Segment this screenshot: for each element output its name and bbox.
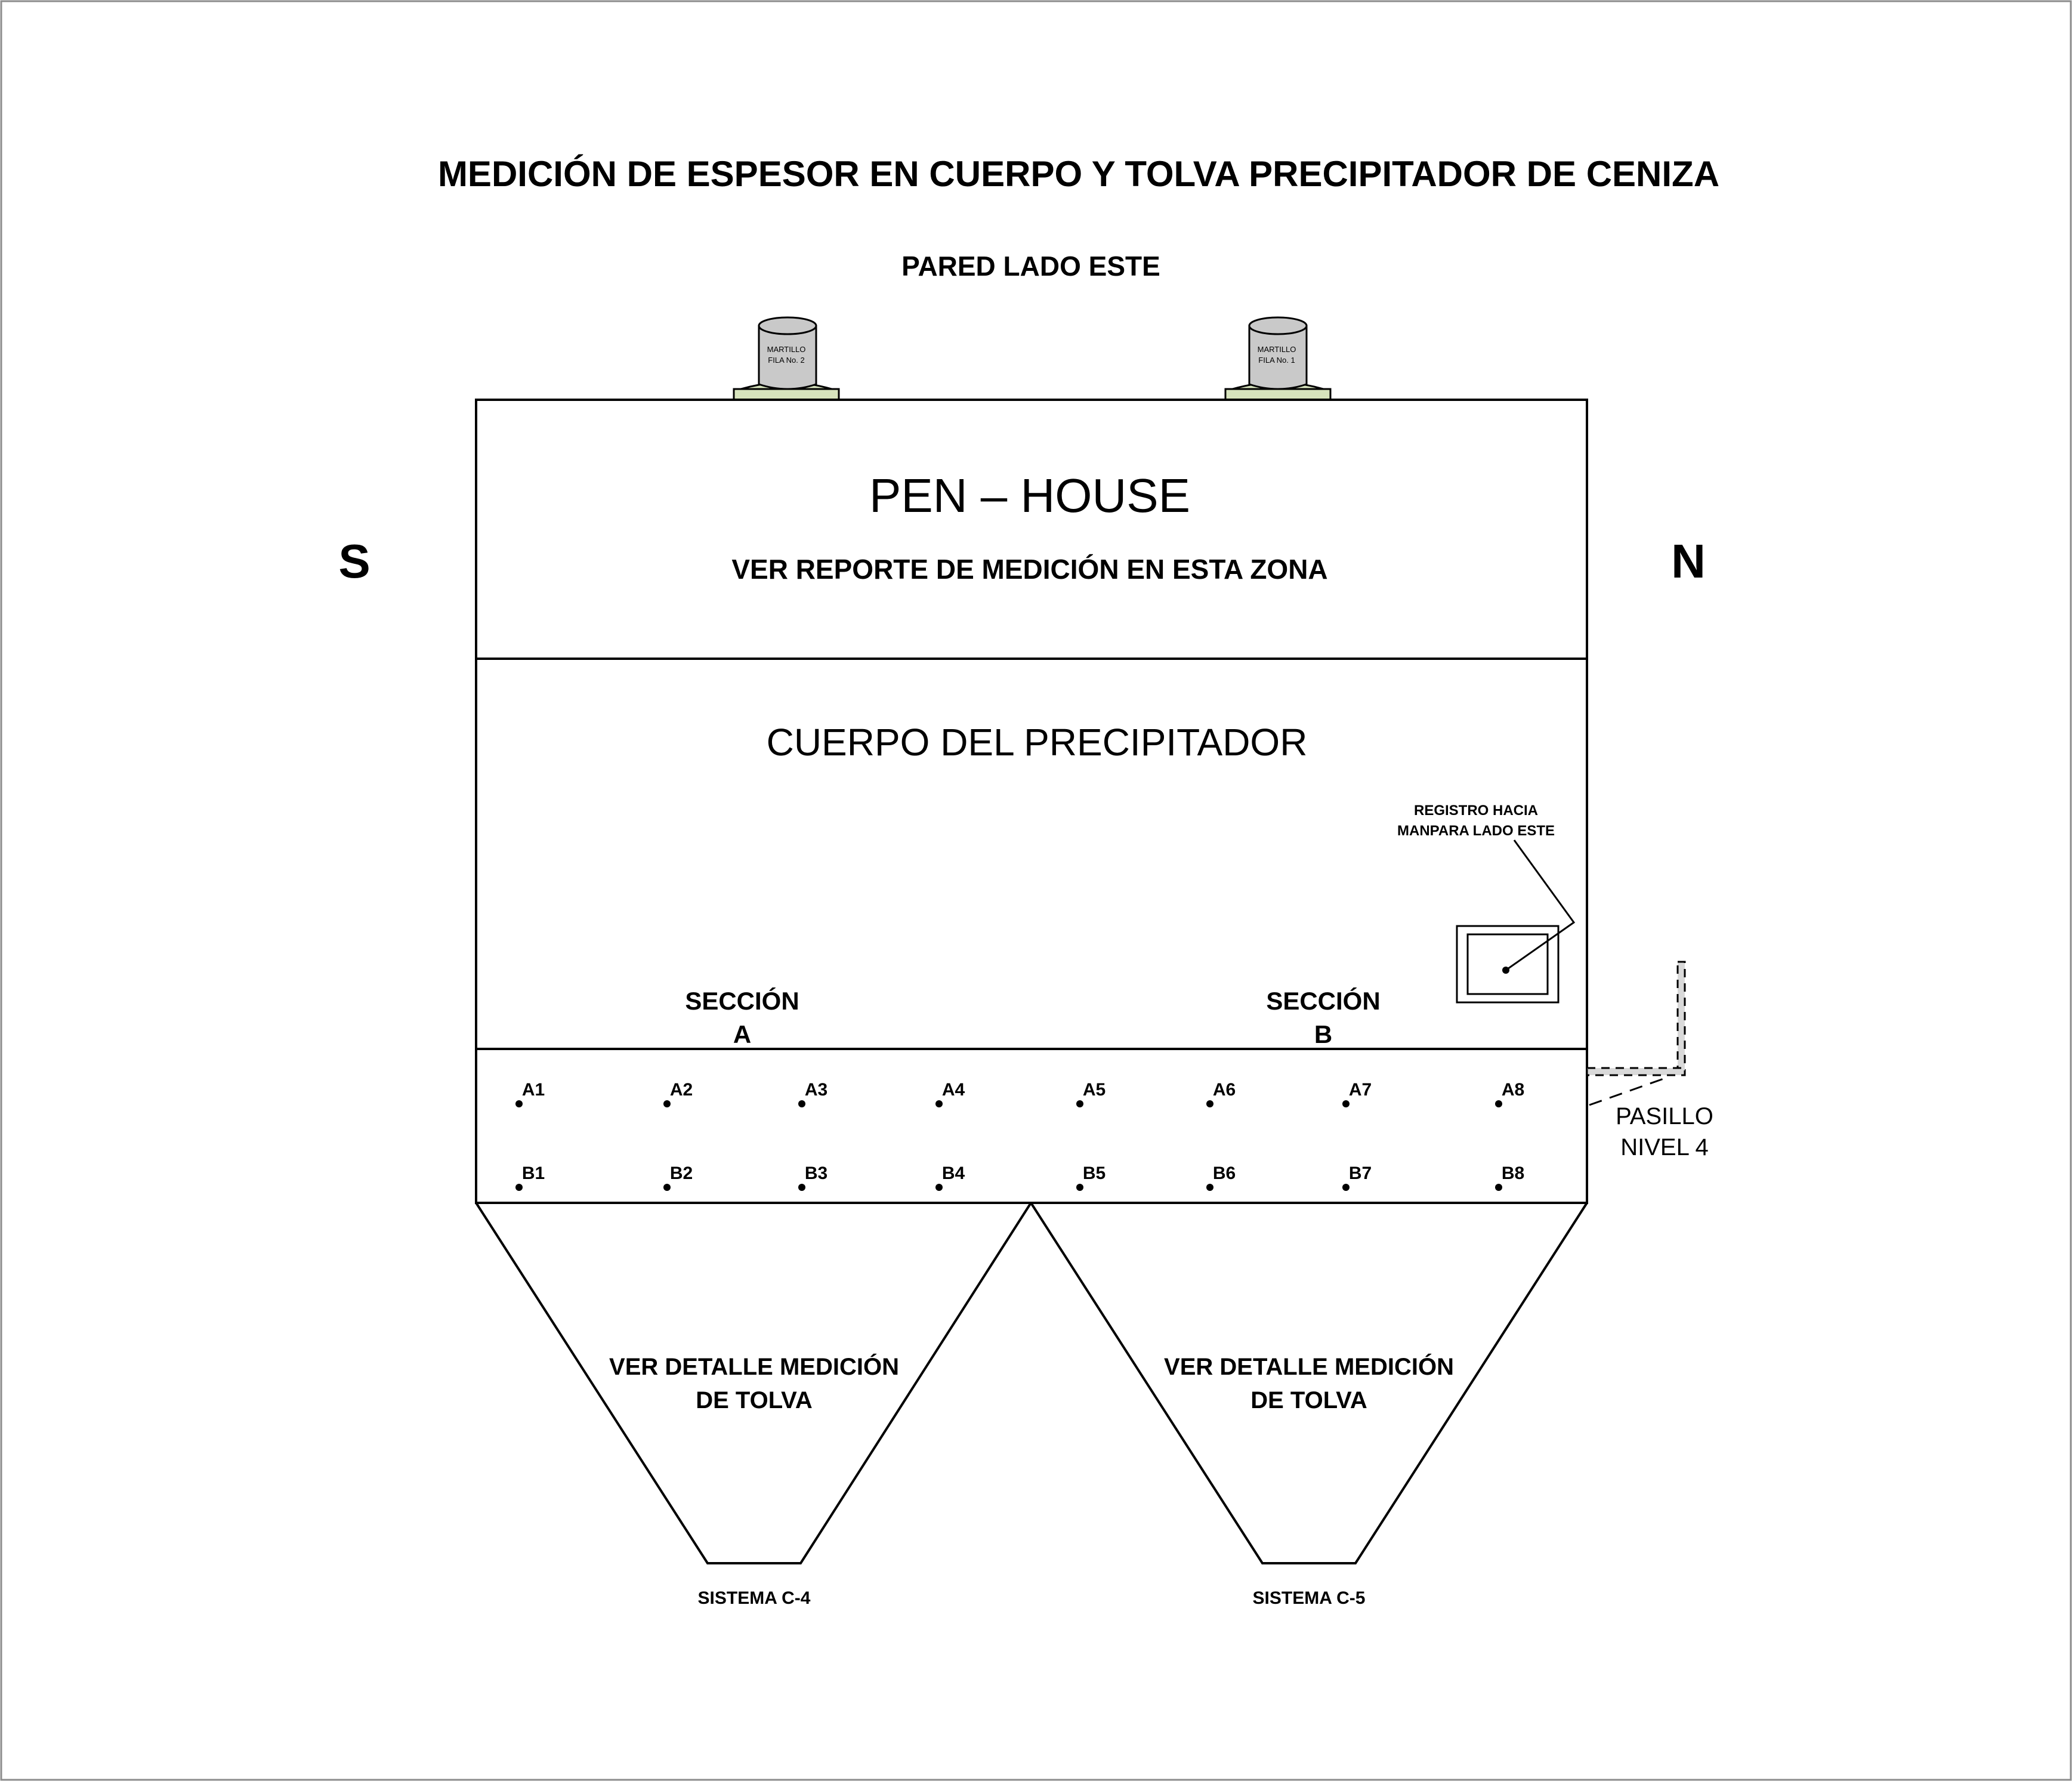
body-title: CUERPO DEL PRECIPITADOR [767,721,1308,764]
measurement-point-dot [663,1100,671,1107]
registro-outer-box [1456,925,1560,1004]
hammer-cylinder [1248,325,1308,390]
measurement-point-label: A8 [1502,1080,1524,1100]
measurement-point-dot [935,1184,943,1191]
registro-access-hatch [1456,839,1576,1004]
measurement-point-dot [935,1100,943,1107]
hammer-top [758,316,817,335]
measurement-point-label: A3 [805,1080,827,1100]
hopper-c5-note-line1: VER DETALLE MEDICIÓN [1164,1353,1454,1380]
measurement-point-dot [663,1184,671,1191]
hammer-base [733,388,840,401]
pen-house-note: VER REPORTE DE MEDICIÓN EN ESTA ZONA [731,554,1327,585]
system-c4-label: SISTEMA C-4 [698,1588,811,1608]
measurement-point-dot [1495,1184,1502,1191]
walkway-horizontal-beam [1586,1067,1686,1076]
hopper-c4-note-line2: DE TOLVA [696,1387,813,1413]
measurement-point-label: A1 [522,1080,545,1100]
walkway-pasillo [1586,961,1686,1106]
measurement-point-dot [515,1100,523,1107]
measurement-point-label: B3 [805,1163,827,1183]
measurement-point-label: A7 [1349,1080,1372,1100]
system-c5-label: SISTEMA C-5 [1253,1588,1366,1608]
south-label: S [338,535,370,588]
hammer-label-line2: FILA No. 2 [768,356,804,365]
diagram-title: MEDICIÓN DE ESPESOR EN CUERPO Y TOLVA PR… [438,154,1719,194]
measurement-point-label: B7 [1349,1163,1372,1183]
measurement-point-dot [798,1184,805,1191]
registro-label-line2: MANPARA LADO ESTE [1397,823,1555,839]
measurement-point-label: B6 [1213,1163,1236,1183]
measurement-point-label: B8 [1502,1163,1524,1183]
hammer-base [1224,388,1332,401]
section-a-label-line2: A [733,1020,751,1048]
section-a-label-line1: SECCIÓN [685,986,799,1015]
registro-leader-line [1505,839,1576,971]
measurement-point-label: B5 [1083,1163,1106,1183]
measurement-row-b: B1 B2 B3 B4 B5 B6 B7 B8 [515,1163,1524,1191]
measurement-point-label: A5 [1083,1080,1106,1100]
measurement-point-dot [1076,1100,1083,1107]
measurement-point-label: B2 [670,1163,693,1183]
hammer-label-line1: MARTILLO [767,345,806,354]
hammer-fila-1: MARTILLO FILA No. 1 [1224,316,1332,401]
wall-label: PARED LADO ESTE [901,251,1160,282]
pasillo-label-line1: PASILLO [1616,1103,1713,1129]
hopper-c5-note-line2: DE TOLVA [1250,1387,1367,1413]
hammer-fila-2: MARTILLO FILA No. 2 [733,316,840,401]
measurement-point-dot [1076,1184,1083,1191]
measurement-point-label: B4 [942,1163,965,1183]
walkway-vertical-post [1676,961,1686,1076]
pasillo-label-line2: NIVEL 4 [1620,1134,1708,1160]
measurement-point-label: A2 [670,1080,693,1100]
pen-house-title: PEN – HOUSE [869,469,1190,522]
section-b-label-line1: SECCIÓN [1266,986,1380,1015]
hammer-cylinder [758,325,817,390]
measurement-point-dot [1342,1184,1350,1191]
hopper-c4-note-line1: VER DETALLE MEDICIÓN [609,1353,899,1380]
walkway-leader-line [1589,1076,1668,1106]
measurement-point-dot [1206,1184,1213,1191]
section-b-label-line2: B [1314,1020,1332,1048]
measurement-point-label: A4 [942,1080,965,1100]
measurement-point-dot [1206,1100,1213,1107]
hopper-c5-outline [1030,1202,1588,1564]
measurement-row-a: A1 A2 A3 A4 A5 A6 A7 A8 [515,1080,1524,1107]
measurement-point-label: A6 [1213,1080,1236,1100]
measurement-point-dot [1495,1100,1502,1107]
measurement-point-dot [798,1100,805,1107]
registro-label-line1: REGISTRO HACIA [1414,803,1538,819]
registro-leader-dot [1502,967,1509,974]
hammer-top [1248,316,1308,335]
measurement-point-dot [515,1184,523,1191]
measurement-point-label: B1 [522,1163,545,1183]
measurement-point-dot [1342,1100,1350,1107]
hammer-label-line1: MARTILLO [1258,345,1296,354]
north-label: N [1671,535,1706,588]
registro-inner-box [1466,933,1549,995]
hopper-c4-outline [475,1202,1032,1564]
hammer-label-line2: FILA No. 1 [1258,356,1295,365]
